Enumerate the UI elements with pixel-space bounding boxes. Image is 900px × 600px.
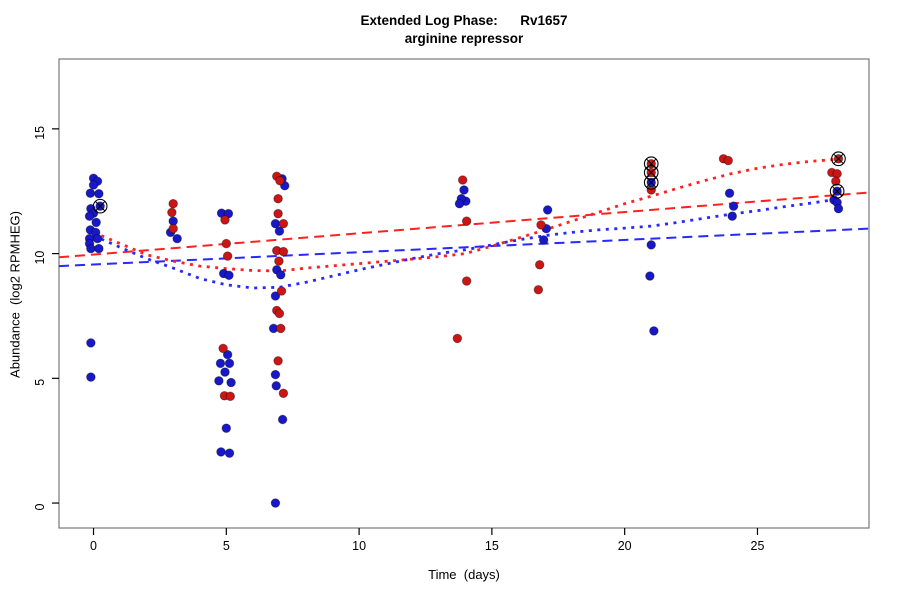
blue-points (84, 173, 844, 508)
data-point (221, 238, 232, 249)
data-point (274, 256, 284, 266)
y-tick-label: 0 (33, 504, 47, 511)
data-point (461, 276, 472, 286)
data-point (274, 226, 285, 236)
x-axis-ticks: 0 5 10 15 20 25 (90, 528, 764, 553)
data-point (454, 198, 465, 209)
data-point (168, 198, 178, 209)
data-point (88, 180, 99, 190)
data-point (270, 498, 281, 508)
data-point (86, 372, 96, 382)
data-point (452, 333, 463, 344)
y-axis-ticks: 0 5 10 15 (33, 126, 59, 511)
data-point (723, 155, 733, 166)
data-point (224, 270, 234, 281)
data-point (168, 223, 178, 234)
data-point (214, 376, 224, 386)
data-point (215, 358, 226, 369)
red-points (167, 154, 842, 402)
red-circled-points (643, 151, 846, 180)
data-point (276, 270, 286, 280)
circled-outlier-marker (829, 183, 845, 199)
y-axis-label: Abundance (log2 RPMHEG) (7, 211, 23, 378)
data-point (222, 251, 233, 261)
data-point (538, 235, 549, 245)
data-point (536, 220, 546, 230)
red-dotted-lowess (92, 157, 838, 273)
data-point (275, 175, 285, 186)
data-point (457, 175, 468, 185)
data-point (273, 356, 283, 366)
data-point (226, 377, 236, 388)
data-point (534, 260, 545, 270)
data-point (278, 246, 289, 257)
data-point (172, 233, 182, 244)
data-point (222, 349, 233, 360)
data-point (85, 188, 96, 198)
data-point (276, 323, 286, 334)
data-point (273, 208, 283, 219)
circled-outlier-marker (643, 165, 659, 180)
data-point (724, 188, 735, 198)
data-point (277, 414, 288, 425)
plot-title-line2: arginine repressor (404, 31, 524, 46)
data-point (218, 343, 228, 354)
data-point (645, 271, 655, 281)
data-point (167, 207, 177, 218)
plot-box (58, 58, 870, 529)
data-point (461, 216, 472, 226)
circled-outlier-marker (92, 198, 108, 214)
y-tick-label: 10 (33, 251, 47, 265)
data-point (274, 308, 285, 319)
data-point (86, 243, 96, 254)
data-point (270, 291, 281, 301)
data-point (271, 381, 281, 391)
x-tick-label: 15 (485, 539, 499, 553)
data-point (542, 205, 553, 215)
data-point (216, 447, 226, 457)
data-point (94, 243, 104, 254)
blue-dotted-lowess (92, 197, 838, 290)
data-point (221, 423, 232, 433)
data-point (91, 217, 101, 228)
data-point (220, 215, 230, 225)
data-point (220, 367, 230, 377)
blue-dashed-trendline (58, 227, 870, 268)
x-tick-label: 10 (352, 539, 366, 553)
data-point (833, 203, 844, 214)
data-point (92, 233, 103, 244)
data-point (831, 176, 841, 186)
y-tick-label: 15 (33, 126, 47, 140)
data-point (224, 448, 235, 458)
data-point (273, 193, 283, 204)
x-tick-label: 20 (618, 539, 632, 553)
data-point (278, 388, 289, 399)
plot-title-line1: Extended Log Phase: Rv1657 (360, 13, 568, 28)
data-point (533, 285, 544, 295)
data-point (278, 218, 289, 229)
x-tick-label: 25 (751, 539, 765, 553)
x-tick-label: 0 (90, 539, 97, 553)
data-point (86, 338, 96, 348)
data-point (728, 201, 739, 211)
data-point (84, 211, 95, 221)
circled-outlier-marker (831, 151, 846, 167)
data-point (727, 211, 737, 221)
data-point (649, 326, 659, 336)
data-point (270, 369, 281, 380)
y-tick-label: 5 (33, 379, 47, 386)
data-point (94, 188, 104, 199)
data-point (646, 240, 656, 250)
x-axis-label: Time (days) (428, 567, 500, 582)
data-point (276, 286, 287, 296)
data-point (225, 391, 236, 402)
data-point (224, 358, 235, 369)
data-point (459, 185, 469, 195)
x-tick-label: 5 (223, 539, 230, 553)
